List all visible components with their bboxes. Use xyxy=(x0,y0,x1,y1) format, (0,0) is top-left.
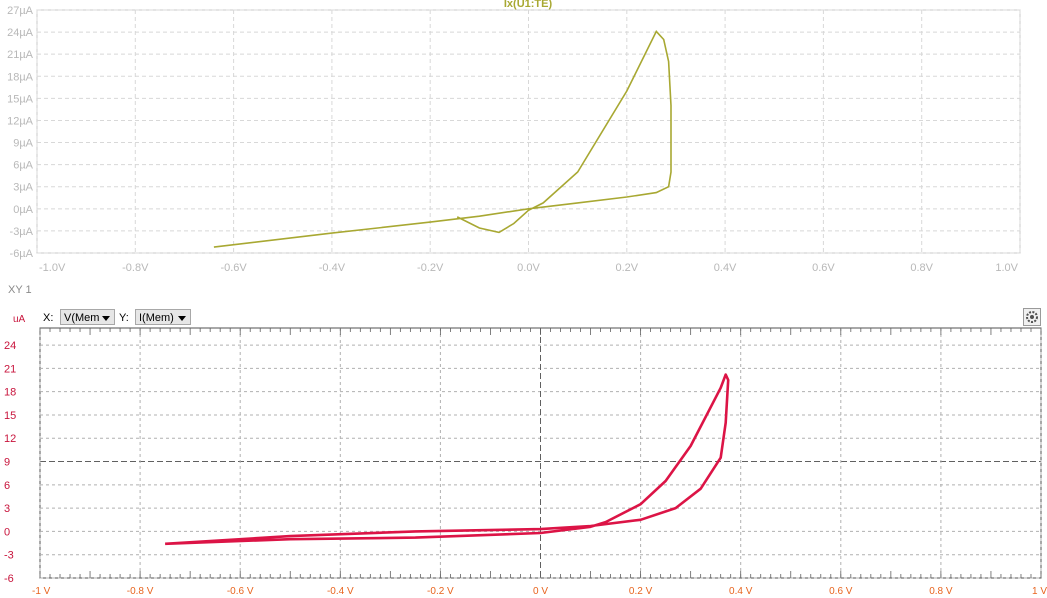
top-y-tick-label: 15µA xyxy=(7,93,34,105)
xy-x-tick-label: 0.6 V xyxy=(829,586,853,597)
xy-y-tick-label: 12 xyxy=(4,433,16,445)
xy-x-tick-labels: -1 V -0.8 V -0.6 V -0.4 V -0.2 V 0 V 0.2 V 0.4 … xyxy=(32,586,1047,597)
top-x-tick-label: -1.0V xyxy=(39,262,66,274)
xy-y-tick-labels: 24 21 18 15 12 9 6 3 0 -3 -6 xyxy=(4,340,16,585)
xy-y-tick-label: 9 xyxy=(4,457,10,469)
xy-x-tick-label: -0.2 V xyxy=(427,586,454,597)
xy-y-tick-label: -6 xyxy=(4,573,14,585)
top-y-tick-label: 27µA xyxy=(7,5,34,17)
top-y-tick-label: 12µA xyxy=(7,115,34,127)
y-signal-select[interactable]: I(Mem) xyxy=(135,309,191,325)
top-y-tick-label: 3µA xyxy=(13,182,33,194)
top-x-tick-label: -0.2V xyxy=(417,262,444,274)
plot-settings-button[interactable] xyxy=(1023,308,1041,326)
gear-icon xyxy=(1026,311,1038,323)
y-axis-label: Y: xyxy=(119,312,129,324)
chevron-down-icon xyxy=(102,316,110,321)
x-signal-select[interactable]: V(Mem xyxy=(60,309,115,325)
chevron-down-icon xyxy=(178,316,186,321)
waveform-pane[interactable]: 27µA 24µA 21µA 18µA 15µA 12µA 9µA 6µA 3µA 0µA -3µA… xyxy=(0,0,1047,276)
top-x-tick-label: 0.8V xyxy=(910,262,933,274)
top-x-tick-label: 0.4V xyxy=(714,262,737,274)
top-x-tick-label: -0.4V xyxy=(319,262,346,274)
y-signal-value: I(Mem) xyxy=(139,312,174,324)
top-y-tick-label: -6µA xyxy=(10,248,34,260)
xy-plot-panel: 24 21 18 15 12 9 6 3 0 -3 -6 -1 V -0.8 V -0.6 V -0.4 … xyxy=(0,278,1047,598)
x-signal-value: V(Mem xyxy=(64,312,100,324)
xy-y-tick-label: 21 xyxy=(4,363,16,375)
top-y-tick-label: -3µA xyxy=(10,226,34,238)
plot-title[interactable]: Ix(U1:TE) xyxy=(504,0,553,10)
xy-y-tick-label: 24 xyxy=(4,340,16,352)
top-y-tick-labels: 27µA 24µA 21µA 18µA 15µA 12µA 9µA 6µA 3µA 0µA -3µA… xyxy=(7,5,34,260)
xy-y-tick-label: 18 xyxy=(4,387,16,399)
xy-x-tick-label: -0.4 V xyxy=(327,586,354,597)
xy-x-tick-label: 0.4 V xyxy=(729,586,753,597)
xy-y-tick-label: -3 xyxy=(4,550,14,562)
xy-x-tick-label: -0.8 V xyxy=(127,586,154,597)
xy-y-tick-label: 3 xyxy=(4,503,10,515)
y-unit-label: uA xyxy=(13,314,26,325)
xy-x-tick-label: -0.6 V xyxy=(227,586,254,597)
xy-x-tick-label: 0.2 V xyxy=(629,586,653,597)
top-x-tick-label: 0.2V xyxy=(615,262,638,274)
xy-y-tick-label: 15 xyxy=(4,410,16,422)
top-y-tick-label: 0µA xyxy=(13,204,33,216)
xy-x-tick-label: 0.8 V xyxy=(929,586,953,597)
xy-y-tick-label: 0 xyxy=(4,526,10,538)
xy-minor-ticks xyxy=(39,328,1042,578)
i-mem-trace[interactable] xyxy=(165,373,730,546)
xy-y-tick-label: 6 xyxy=(4,480,10,492)
x-axis-label: X: xyxy=(43,312,54,324)
ix-waveform-plot[interactable]: 27µA 24µA 21µA 18µA 15µA 12µA 9µA 6µA 3µA 0µA -3µA… xyxy=(0,0,1047,276)
top-x-tick-label: 1.0V xyxy=(995,262,1018,274)
top-x-tick-label: -0.6V xyxy=(220,262,247,274)
xy-plot[interactable]: 24 21 18 15 12 9 6 3 0 -3 -6 -1 V -0.8 V -0.6 V -0.4 … xyxy=(0,278,1047,598)
top-y-tick-label: 21µA xyxy=(7,49,34,61)
top-x-tick-label: 0.0V xyxy=(517,262,540,274)
top-x-tick-label: -0.8V xyxy=(122,262,149,274)
xy-x-tick-label: -1 V xyxy=(32,586,51,597)
top-y-tick-label: 18µA xyxy=(7,71,34,83)
top-y-tick-label: 6µA xyxy=(13,160,33,172)
ix-trace[interactable] xyxy=(213,29,672,248)
xy-x-tick-label: 1 V xyxy=(1032,586,1047,597)
top-x-tick-labels: -1.0V -0.8V -0.6V -0.4V -0.2V 0.0V 0.2V 0.4V 0.6… xyxy=(39,262,1019,274)
xy-panel-title: XY 1 xyxy=(8,284,32,296)
xy-x-tick-label: 0 V xyxy=(533,586,548,597)
top-y-tick-label: 9µA xyxy=(13,138,33,150)
top-x-tick-label: 0.6V xyxy=(812,262,835,274)
top-y-tick-label: 24µA xyxy=(7,27,34,39)
